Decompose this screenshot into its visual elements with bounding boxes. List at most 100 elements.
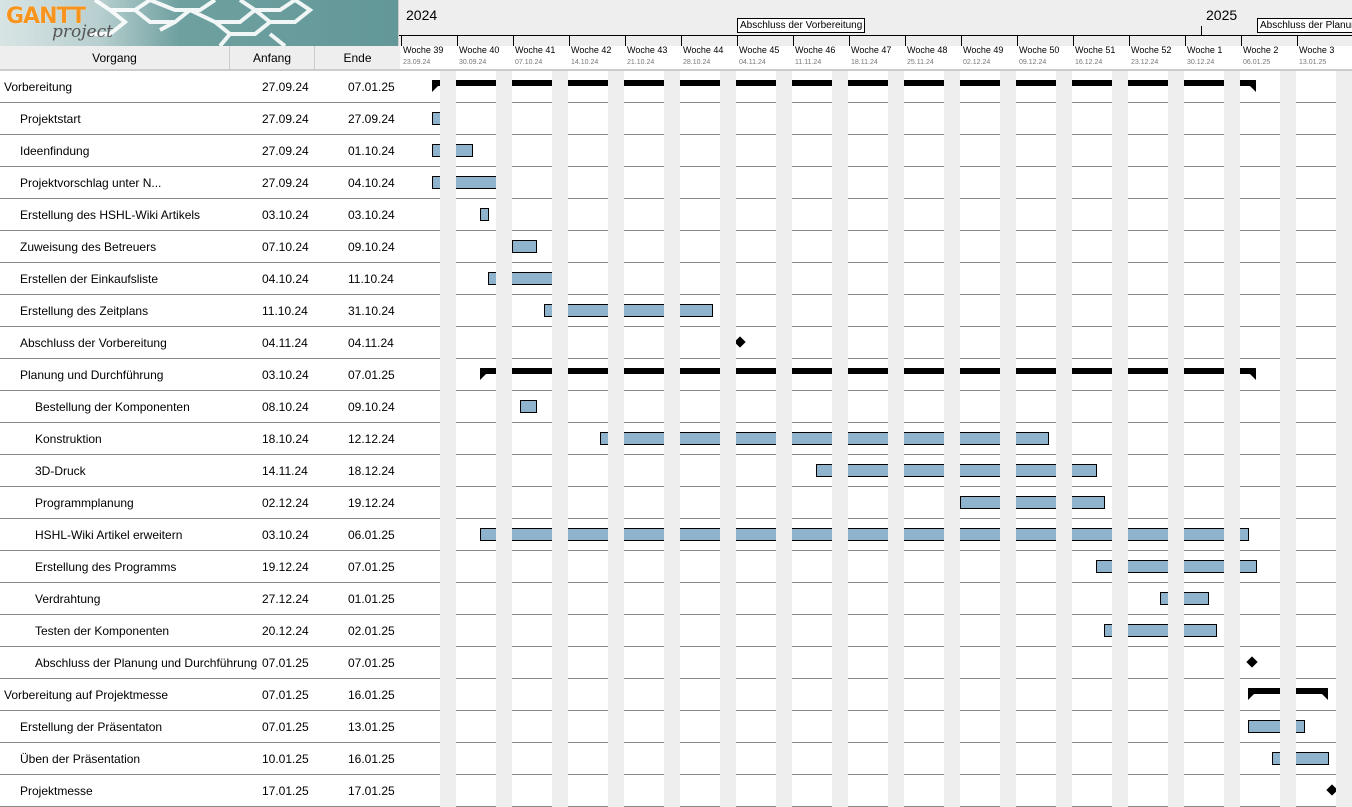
task-end-date: 04.10.24 (348, 176, 395, 190)
milestone-header-label[interactable]: Abschluss der Planun (1257, 18, 1352, 33)
week-tick (569, 35, 570, 46)
week-label: Woche 1 (1187, 45, 1223, 55)
week-tick (1073, 35, 1074, 46)
week-column-header: Woche 47 18.11.24 (849, 35, 905, 71)
week-column-header: Woche 50 09.12.24 (1017, 35, 1073, 71)
week-column-header: Woche 43 21.10.24 (625, 35, 681, 71)
task-start-date: 11.10.24 (262, 304, 308, 318)
year-tick (1201, 26, 1202, 35)
week-label: Woche 47 (851, 45, 892, 55)
task-end-date: 01.10.24 (348, 144, 395, 158)
column-header-ende[interactable]: Ende (343, 51, 372, 65)
week-label: Woche 45 (739, 45, 780, 55)
week-date: 11.11.24 (795, 59, 822, 66)
task-name[interactable]: Ideenfindung (20, 144, 90, 158)
task-name[interactable]: Erstellen der Einkaufsliste (20, 272, 159, 286)
milestone-diamond[interactable] (734, 336, 746, 348)
milestone-header-label[interactable]: Abschluss der Vorbereitung (737, 18, 866, 33)
week-column-header: Woche 41 07.10.24 (513, 35, 569, 71)
week-label: Woche 44 (683, 45, 724, 55)
task-bar[interactable] (960, 496, 1105, 509)
week-date: 07.10.24 (515, 59, 543, 66)
task-name[interactable]: Projektstart (20, 112, 81, 126)
week-tick (793, 35, 794, 46)
week-tick (1185, 35, 1186, 46)
task-name[interactable]: Testen der Komponenten (35, 624, 170, 638)
week-tick (625, 35, 626, 46)
task-start-date: 27.09.24 (262, 112, 309, 126)
task-end-date: 07.01.25 (348, 560, 395, 574)
task-bar[interactable] (512, 240, 537, 253)
task-name[interactable]: Üben der Präsentation (20, 752, 141, 766)
task-name[interactable]: Programmplanung (35, 496, 134, 510)
week-date: 21.10.24 (627, 59, 655, 66)
week-label: Woche 43 (627, 45, 668, 55)
task-bar[interactable] (520, 400, 537, 413)
week-label: Woche 50 (1019, 45, 1060, 55)
task-name[interactable]: Projektvorschlag unter N... (20, 176, 162, 190)
task-name[interactable]: Vorbereitung (4, 80, 73, 94)
task-row[interactable]: Testen der Komponenten 20.12.24 02.01.25 (0, 615, 1352, 647)
task-name[interactable]: Erstellung der Präsentaton (20, 720, 163, 734)
task-name[interactable]: Erstellung des Programms (35, 560, 177, 574)
week-date: 06.01.25 (1243, 59, 1271, 66)
week-column-header: Woche 46 11.11.24 (793, 35, 849, 71)
task-start-date: 03.10.24 (262, 368, 309, 382)
weekend-shading (776, 71, 792, 807)
ganttproject-logo: GANTT project (0, 0, 398, 46)
task-name[interactable]: Abschluss der Vorbereitung (20, 336, 167, 350)
task-start-date: 03.10.24 (262, 208, 309, 222)
task-start-date: 19.12.24 (262, 560, 309, 574)
task-bar[interactable] (600, 432, 1049, 445)
task-name[interactable]: Erstellung des Zeitplans (20, 304, 149, 318)
task-name[interactable]: Zuweisung des Betreuers (20, 240, 157, 254)
week-tick (1017, 35, 1018, 46)
column-header-vorgang[interactable]: Vorgang (0, 46, 230, 69)
task-end-date: 02.01.25 (348, 624, 395, 638)
task-end-date: 13.01.25 (348, 720, 395, 734)
summary-bar[interactable] (480, 368, 1256, 380)
week-label: Woche 2 (1243, 45, 1279, 55)
task-name[interactable]: HSHL-Wiki Artikel erweitern (35, 528, 183, 542)
week-date: 28.10.24 (683, 59, 711, 66)
task-bar[interactable] (480, 208, 489, 221)
task-name[interactable]: Verdrahtung (35, 592, 101, 606)
week-tick (457, 35, 458, 46)
week-tick (513, 35, 514, 46)
week-tick (905, 35, 906, 46)
task-bar[interactable] (1248, 720, 1305, 733)
task-name[interactable]: Konstruktion (35, 432, 102, 446)
week-label: Woche 49 (963, 45, 1004, 55)
task-bar[interactable] (1104, 624, 1217, 637)
task-end-date: 03.10.24 (348, 208, 395, 222)
task-name[interactable]: Vorbereitung auf Projektmesse (4, 688, 169, 702)
header-divider (400, 69, 1352, 71)
task-table-header: Vorgang Anfang Ende (0, 46, 400, 71)
task-name[interactable]: 3D-Druck (35, 464, 86, 478)
task-start-date: 02.12.24 (262, 496, 309, 510)
task-bar[interactable] (480, 528, 1249, 541)
weekend-shading (832, 71, 848, 807)
task-end-date: 04.11.24 (348, 336, 394, 350)
column-header-anfang[interactable]: Anfang (230, 46, 315, 69)
task-end-date: 27.09.24 (348, 112, 395, 126)
task-end-date: 09.10.24 (348, 400, 395, 414)
task-name[interactable]: Projektmesse (20, 784, 93, 798)
task-end-date: 16.01.25 (348, 688, 395, 702)
task-name[interactable]: Bestellung der Komponenten (35, 400, 190, 414)
milestone-diamond[interactable] (1246, 656, 1258, 668)
task-name[interactable]: Abschluss der Planung und Durchführung (35, 656, 258, 670)
task-end-date: 17.01.25 (348, 784, 395, 798)
week-column-header: Woche 45 04.11.24 (737, 35, 793, 71)
week-date: 04.11.24 (739, 59, 766, 66)
task-name[interactable]: Erstellung des HSHL-Wiki Artikels (20, 208, 201, 222)
task-name[interactable]: Planung und Durchführung (20, 368, 164, 382)
task-bar[interactable] (544, 304, 713, 317)
week-label: Woche 48 (907, 45, 948, 55)
task-end-date: 12.12.24 (348, 432, 395, 446)
week-column-header: Woche 1 30.12.24 (1185, 35, 1241, 71)
week-label: Woche 42 (571, 45, 612, 55)
task-end-date: 31.10.24 (348, 304, 395, 318)
task-start-date: 04.11.24 (262, 336, 308, 350)
week-date: 14.10.24 (571, 59, 599, 66)
